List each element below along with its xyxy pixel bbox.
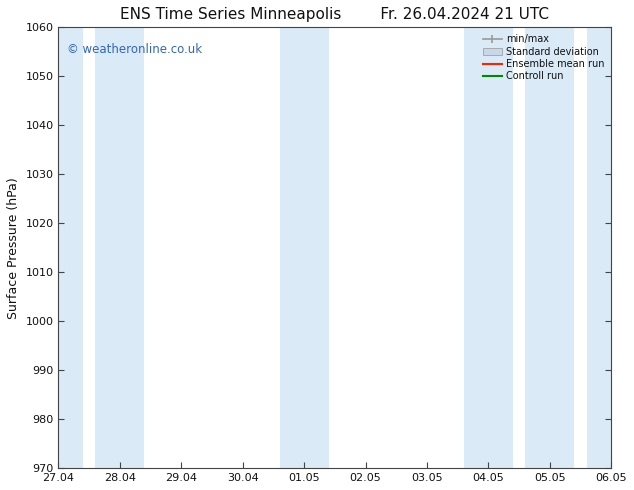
Y-axis label: Surface Pressure (hPa): Surface Pressure (hPa) [7, 177, 20, 318]
Bar [464, 27, 513, 468]
Title: ENS Time Series Minneapolis        Fr. 26.04.2024 21 UTC: ENS Time Series Minneapolis Fr. 26.04.20… [120, 7, 550, 22]
Bar [586, 27, 611, 468]
Legend: min/max, Standard deviation, Ensemble mean run, Controll run: min/max, Standard deviation, Ensemble me… [481, 32, 606, 83]
Bar [58, 27, 83, 468]
Text: © weatheronline.co.uk: © weatheronline.co.uk [67, 43, 202, 56]
Bar [525, 27, 574, 468]
Bar [280, 27, 328, 468]
Bar [95, 27, 145, 468]
